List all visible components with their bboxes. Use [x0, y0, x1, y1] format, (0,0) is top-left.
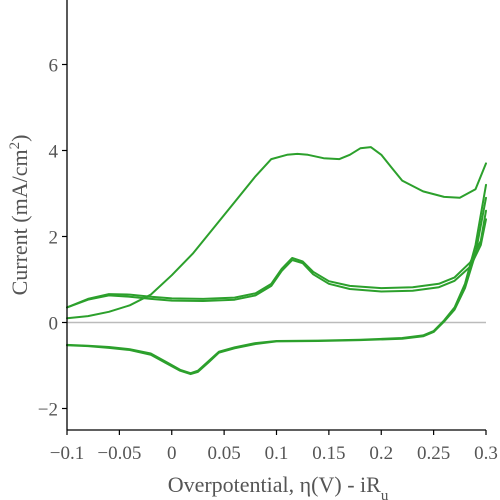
x-tick-label: −0.05: [97, 443, 141, 464]
y-tick-label: 0: [49, 314, 59, 335]
x-tick-label: 0.3: [474, 443, 498, 464]
x-tick-label: 0.25: [417, 443, 450, 464]
y-tick-label: −2: [38, 400, 58, 421]
x-tick-label: 0.15: [312, 443, 345, 464]
y-tick-label: 2: [49, 228, 59, 249]
x-tick-label: 0.05: [208, 443, 241, 464]
series-line-5: [66, 196, 487, 376]
axes: [62, 0, 487, 435]
plot-area: [66, 146, 487, 376]
x-tick-label: 0: [167, 443, 177, 464]
x-tick-label: 0.2: [369, 443, 393, 464]
x-tick-label: 0.1: [265, 443, 289, 464]
x-axis-title: Overpotential, η(V) - iRu: [168, 472, 389, 500]
y-tick-label: 6: [49, 56, 59, 77]
series-line-3: [66, 218, 487, 309]
tick-labels: −0.1 −0.05 0 0.05 0.1 0.15 0.2 0.25 0.3 −2 0 2 4 6: [38, 56, 498, 465]
x-tick-label: −0.1: [50, 443, 84, 464]
series-line-1: [66, 146, 487, 320]
y-tick-label: 4: [49, 142, 59, 163]
y-axis-title: Current (mA/cm2): [7, 135, 32, 296]
series-line-2: [66, 209, 487, 309]
